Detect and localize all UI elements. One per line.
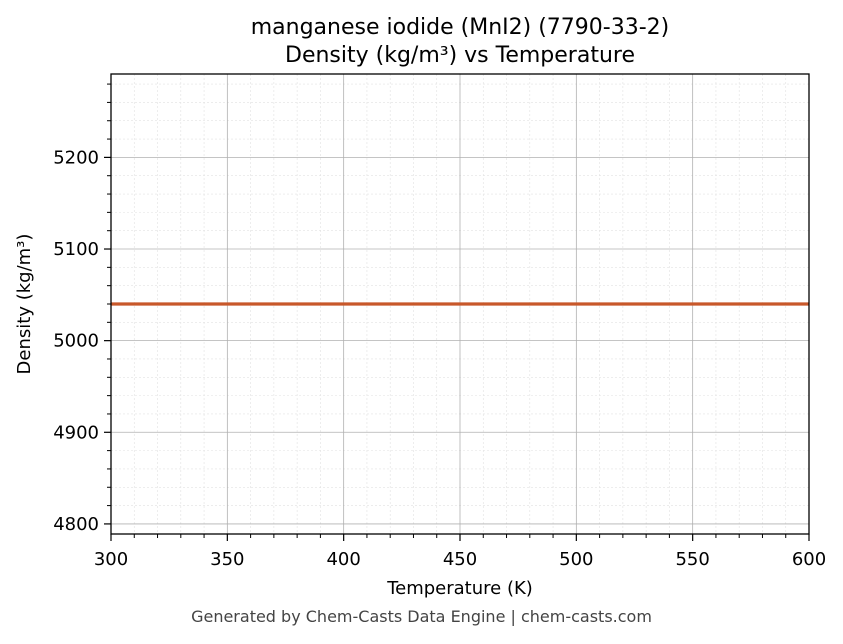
y-tick-label: 5000	[53, 331, 99, 352]
x-tick-label: 300	[94, 549, 128, 570]
x-tick-label: 500	[559, 549, 593, 570]
y-tick-label: 4900	[53, 422, 99, 443]
chart-title-line1: manganese iodide (MnI2) (7790-33-2)	[251, 15, 670, 40]
x-tick-label: 550	[675, 549, 709, 570]
axis-ticks: 300 350 400 450 500 550 600 4800 4900 5000 5100 520…	[53, 83, 826, 570]
footer-credit: Generated by Chem-Casts Data Engine | ch…	[191, 607, 652, 626]
y-tick-label: 5100	[53, 239, 99, 260]
x-tick-label: 600	[792, 549, 826, 570]
major-grid	[110, 74, 810, 534]
y-tick-label: 4800	[53, 514, 99, 535]
chart-title-line2: Density (kg/m³) vs Temperature	[285, 43, 635, 68]
x-tick-label: 450	[443, 549, 477, 570]
x-tick-label: 350	[210, 549, 244, 570]
y-tick-label: 5200	[53, 147, 99, 168]
y-axis-label: Density (kg/m³)	[14, 234, 35, 375]
x-tick-label: 400	[326, 549, 360, 570]
density-chart: manganese iodide (MnI2) (7790-33-2) Dens…	[14, 15, 826, 599]
x-axis-label: Temperature (K)	[386, 578, 533, 599]
